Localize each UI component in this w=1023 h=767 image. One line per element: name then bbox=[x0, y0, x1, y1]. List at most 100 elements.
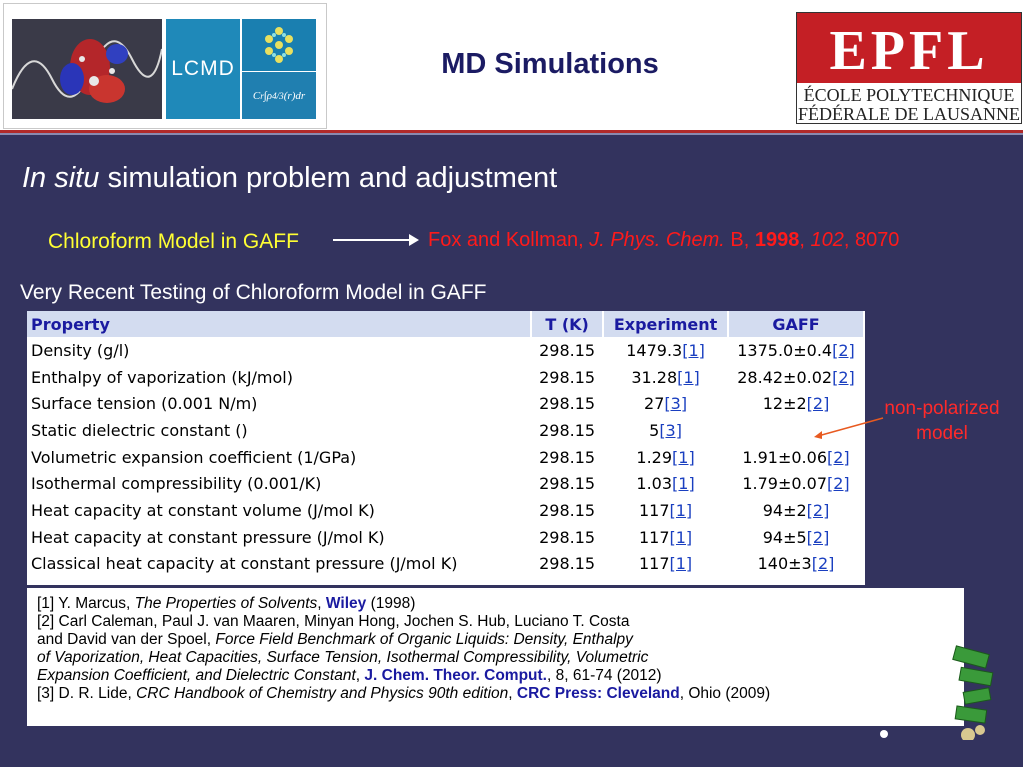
cell-experiment: 31.28[1] bbox=[631, 367, 700, 387]
cell-property: Enthalpy of vaporization (kJ/mol) bbox=[31, 367, 293, 387]
cell-gaff: 94±2[2] bbox=[762, 500, 830, 520]
table-row: Surface tension (0.001 N/m) 298.15 27[3] 12… bbox=[27, 390, 864, 417]
table-header-row: Property T (K) Experiment GAFF bbox=[27, 311, 865, 337]
subtitle-italic: In situ bbox=[22, 162, 100, 194]
header-property: Property bbox=[27, 311, 533, 337]
cell-gaff: 1375.0±0.4[2] bbox=[737, 340, 855, 360]
citation-link[interactable]: [1] bbox=[672, 474, 695, 494]
table-row: Heat capacity at constant pressure (J/mo… bbox=[27, 524, 864, 551]
ref-sep: , bbox=[799, 229, 811, 251]
table-row: Density (g/l) 298.15 1479.3[1] 1375.0±0.4[2… bbox=[27, 337, 864, 364]
cell-temperature: 298.15 bbox=[539, 500, 596, 520]
citation-link[interactable]: [2] bbox=[832, 367, 855, 387]
cell-temperature: 298.15 bbox=[539, 474, 596, 494]
citation-link[interactable]: [3] bbox=[664, 394, 688, 414]
citation-link[interactable]: [2] bbox=[832, 340, 855, 360]
cell-gaff: 1.91±0.06[2] bbox=[742, 447, 850, 467]
epfl-line1: ÉCOLE POLYTECHNIQUE bbox=[803, 85, 1015, 105]
cell-experiment: 5[3] bbox=[649, 420, 682, 440]
reference-citation: Fox and Kollman, J. Phys. Chem. B, 1998,… bbox=[428, 229, 899, 252]
table-row: Isothermal compressibility (0.001/K) 298.… bbox=[27, 470, 864, 497]
cell-experiment: 1.29[1] bbox=[636, 447, 695, 467]
ref-authors: Fox and Kollman, bbox=[428, 229, 590, 251]
citation-link[interactable]: [1] bbox=[669, 527, 693, 547]
reference-2-line1: [2] Carl Caleman, Paul J. van Maaren, Mi… bbox=[37, 613, 630, 630]
epfl-mark: EPFL bbox=[829, 20, 989, 82]
cell-property: Surface tension (0.001 N/m) bbox=[31, 394, 258, 414]
table-row: Classical heat capacity at constant pres… bbox=[27, 551, 864, 578]
lcmd-text: LCMD bbox=[166, 19, 240, 119]
cell-experiment: 117[1] bbox=[638, 554, 693, 574]
arrow-right-icon bbox=[409, 234, 419, 246]
cell-property: Isothermal compressibility (0.001/K) bbox=[31, 474, 322, 494]
testing-heading: Very Recent Testing of Chloroform Model … bbox=[20, 281, 487, 304]
lattice-icon bbox=[242, 19, 316, 71]
citation-link[interactable]: [2] bbox=[827, 474, 850, 494]
properties-table: Property T (K) Experiment GAFF Density (… bbox=[27, 311, 865, 585]
cell-temperature: 298.15 bbox=[539, 367, 596, 387]
cell-experiment: 1.03[1] bbox=[636, 474, 695, 494]
citation-link[interactable]: [1] bbox=[669, 500, 693, 520]
slide-subtitle: In situ simulation problem and adjustmen… bbox=[22, 162, 557, 195]
citation-link[interactable]: [3] bbox=[659, 420, 682, 440]
table-row: Volumetric expansion coefficient (1/GPa)… bbox=[27, 444, 864, 471]
cell-gaff: 12±2[2] bbox=[762, 394, 830, 414]
cell-temperature: 298.15 bbox=[539, 340, 596, 360]
table-row: Heat capacity at constant volume (J/mol … bbox=[27, 497, 864, 524]
citation-link[interactable]: [2] bbox=[827, 447, 850, 467]
slide-title: MD Simulations bbox=[441, 48, 659, 80]
citation-link[interactable]: [1] bbox=[669, 554, 693, 574]
cell-gaff: 28.42±0.02[2] bbox=[737, 367, 855, 387]
references-box: [1] Y. Marcus, The Properties of Solvent… bbox=[27, 588, 964, 726]
citation-link[interactable]: [2] bbox=[811, 554, 835, 574]
cell-gaff: 94±5[2] bbox=[762, 527, 830, 547]
annotation-arrow-icon bbox=[814, 417, 884, 439]
ref-series: B, bbox=[724, 229, 755, 251]
ref-volume: 102 bbox=[810, 229, 844, 251]
reference-1: [1] Y. Marcus, The Properties of Solvent… bbox=[37, 595, 416, 612]
model-label: Chloroform Model in GAFF bbox=[48, 230, 299, 253]
header-gaff: GAFF bbox=[728, 311, 865, 337]
citation-link[interactable]: [1] bbox=[672, 447, 695, 467]
epfl-logo: EPFL ÉCOLE POLYTECHNIQUE FÉDÉRALE DE LAU… bbox=[796, 12, 1022, 124]
ref-journal: J. Phys. Chem. bbox=[589, 229, 725, 251]
arrow-line bbox=[333, 239, 415, 241]
cell-gaff: 140±3[2] bbox=[757, 554, 835, 574]
cell-experiment: 117[1] bbox=[638, 527, 693, 547]
subtitle-rest: simulation problem and adjustment bbox=[107, 162, 558, 194]
cell-temperature: 298.15 bbox=[539, 420, 596, 440]
cell-gaff: 1.79±0.07[2] bbox=[742, 474, 850, 494]
cell-property: Classical heat capacity at constant pres… bbox=[31, 554, 458, 574]
epfl-line2: FÉDÉRALE DE LAUSANNE bbox=[798, 104, 1020, 124]
reference-2-line3: of Vaporization, Heat Capacities, Surfac… bbox=[37, 649, 649, 666]
table-row: Enthalpy of vaporization (kJ/mol) 298.15 3… bbox=[27, 364, 864, 391]
citation-link[interactable]: [2] bbox=[806, 527, 830, 547]
cell-temperature: 298.15 bbox=[539, 527, 596, 547]
cell-property: Volumetric expansion coefficient (1/GPa) bbox=[31, 447, 357, 467]
ref-pages: , 8070 bbox=[843, 229, 900, 251]
citation-link[interactable]: [1] bbox=[682, 340, 705, 360]
cell-experiment: 117[1] bbox=[638, 500, 693, 520]
cell-experiment: 1479.3[1] bbox=[626, 340, 705, 360]
header-experiment: Experiment bbox=[603, 311, 730, 337]
cell-temperature: 298.15 bbox=[539, 394, 596, 414]
citation-link[interactable]: [2] bbox=[806, 500, 830, 520]
annotation-line1: non-polarized bbox=[884, 398, 1000, 419]
reference-2-line2: and David van der Spoel, Force Field Ben… bbox=[37, 631, 633, 648]
cell-experiment: 27[3] bbox=[644, 394, 688, 414]
cell-property: Density (g/l) bbox=[31, 340, 130, 360]
header-divider bbox=[0, 133, 1023, 135]
cell-property: Heat capacity at constant pressure (J/mo… bbox=[31, 527, 385, 547]
molecule-image bbox=[11, 19, 163, 119]
cell-property: Heat capacity at constant volume (J/mol … bbox=[31, 500, 375, 520]
citation-link[interactable]: [1] bbox=[677, 367, 700, 387]
citation-link[interactable]: [2] bbox=[806, 394, 830, 414]
molecule-decoration-icon bbox=[880, 645, 994, 740]
annotation-line2: model bbox=[916, 423, 968, 444]
reference-3: [3] D. R. Lide, CRC Handbook of Chemistr… bbox=[37, 685, 771, 702]
table-row: Static dielectric constant () 298.15 5[3] bbox=[27, 417, 864, 444]
cell-temperature: 298.15 bbox=[539, 447, 596, 467]
